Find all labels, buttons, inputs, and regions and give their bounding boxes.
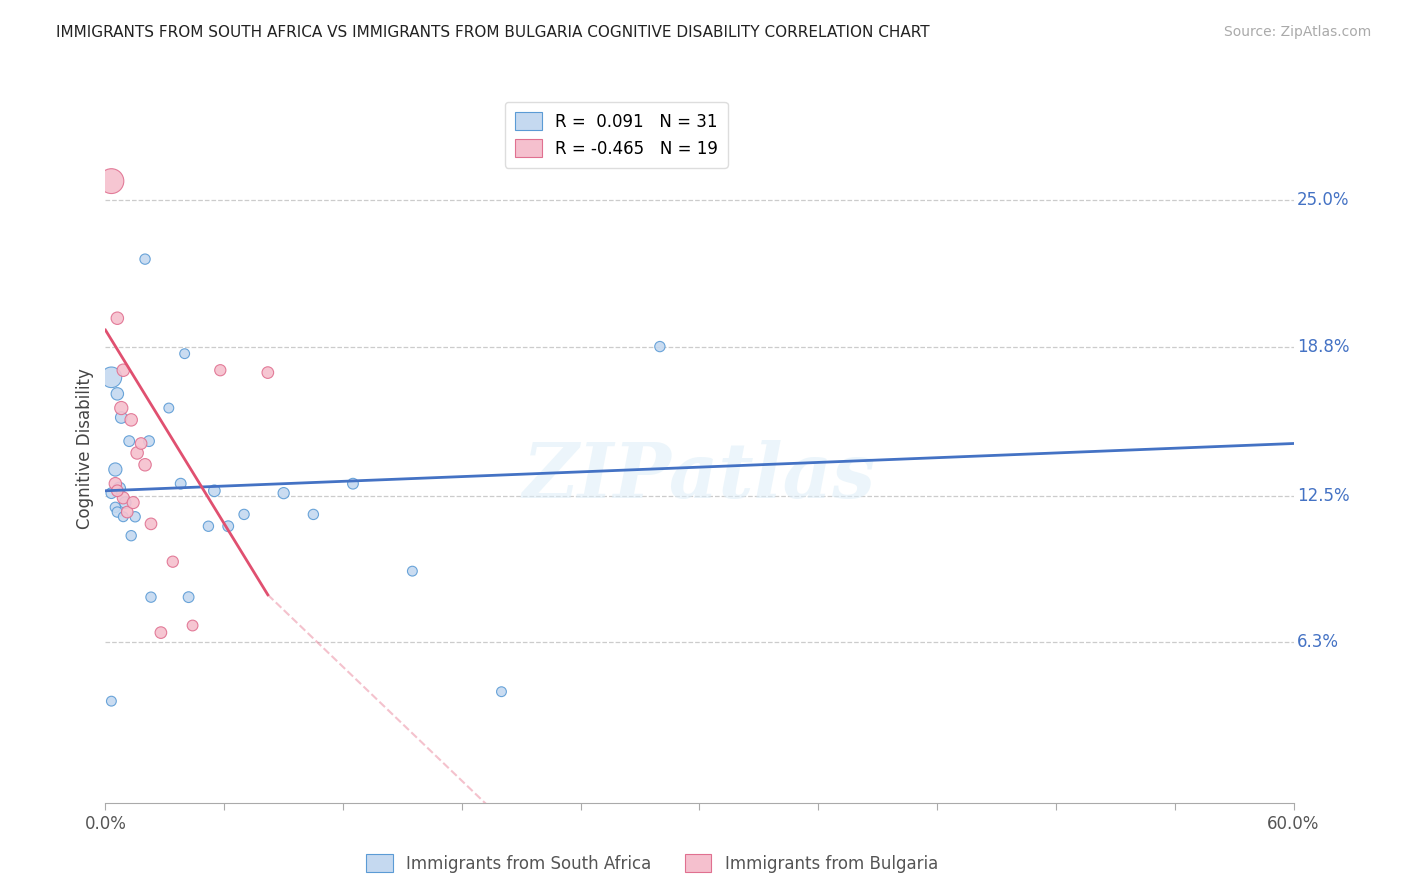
Point [112, 363, 135, 377]
Point [115, 505, 138, 519]
Point [100, 486, 122, 500]
Text: 6.3%: 6.3% [1298, 633, 1339, 651]
Point [134, 252, 156, 266]
Point [104, 462, 127, 476]
Point [273, 486, 295, 500]
Point [100, 174, 122, 188]
Point [202, 483, 225, 498]
Text: 25.0%: 25.0% [1298, 191, 1350, 209]
Point [100, 694, 122, 708]
Point [129, 436, 152, 450]
Point [648, 340, 671, 354]
Point [120, 529, 142, 543]
Point [122, 495, 145, 509]
Point [104, 500, 127, 515]
Point [104, 476, 127, 491]
Point [256, 366, 278, 380]
Point [114, 495, 136, 509]
Point [139, 516, 162, 531]
Point [112, 491, 135, 505]
Point [118, 434, 141, 449]
Point [139, 590, 162, 604]
Point [401, 564, 423, 578]
Text: IMMIGRANTS FROM SOUTH AFRICA VS IMMIGRANTS FROM BULGARIA COGNITIVE DISABILITY CO: IMMIGRANTS FROM SOUTH AFRICA VS IMMIGRAN… [56, 25, 929, 40]
Point [181, 618, 204, 632]
Point [162, 555, 184, 569]
Point [100, 370, 122, 384]
Text: 18.8%: 18.8% [1298, 337, 1350, 356]
Point [105, 311, 128, 326]
Point [170, 476, 193, 491]
Point [491, 684, 513, 698]
Point [110, 410, 132, 425]
Text: 12.5%: 12.5% [1298, 486, 1350, 505]
Point [108, 482, 131, 496]
Point [105, 505, 128, 519]
Point [105, 387, 128, 401]
Point [112, 509, 135, 524]
Point [149, 625, 172, 640]
Point [127, 446, 149, 460]
Point [217, 519, 239, 533]
Point [197, 519, 219, 533]
Point [302, 508, 325, 522]
Point [110, 401, 132, 415]
Point [138, 434, 160, 449]
Y-axis label: Cognitive Disability: Cognitive Disability [76, 368, 94, 529]
Point [120, 413, 142, 427]
Point [233, 508, 256, 522]
Text: ZIPatlas: ZIPatlas [523, 440, 876, 514]
Point [342, 476, 364, 491]
Point [124, 509, 146, 524]
Text: Source: ZipAtlas.com: Source: ZipAtlas.com [1223, 25, 1371, 39]
Point [177, 590, 200, 604]
Point [105, 483, 128, 498]
Legend: Immigrants from South Africa, Immigrants from Bulgaria: Immigrants from South Africa, Immigrants… [360, 847, 945, 880]
Point [173, 346, 195, 360]
Point [157, 401, 180, 415]
Point [134, 458, 156, 472]
Point [209, 363, 232, 377]
